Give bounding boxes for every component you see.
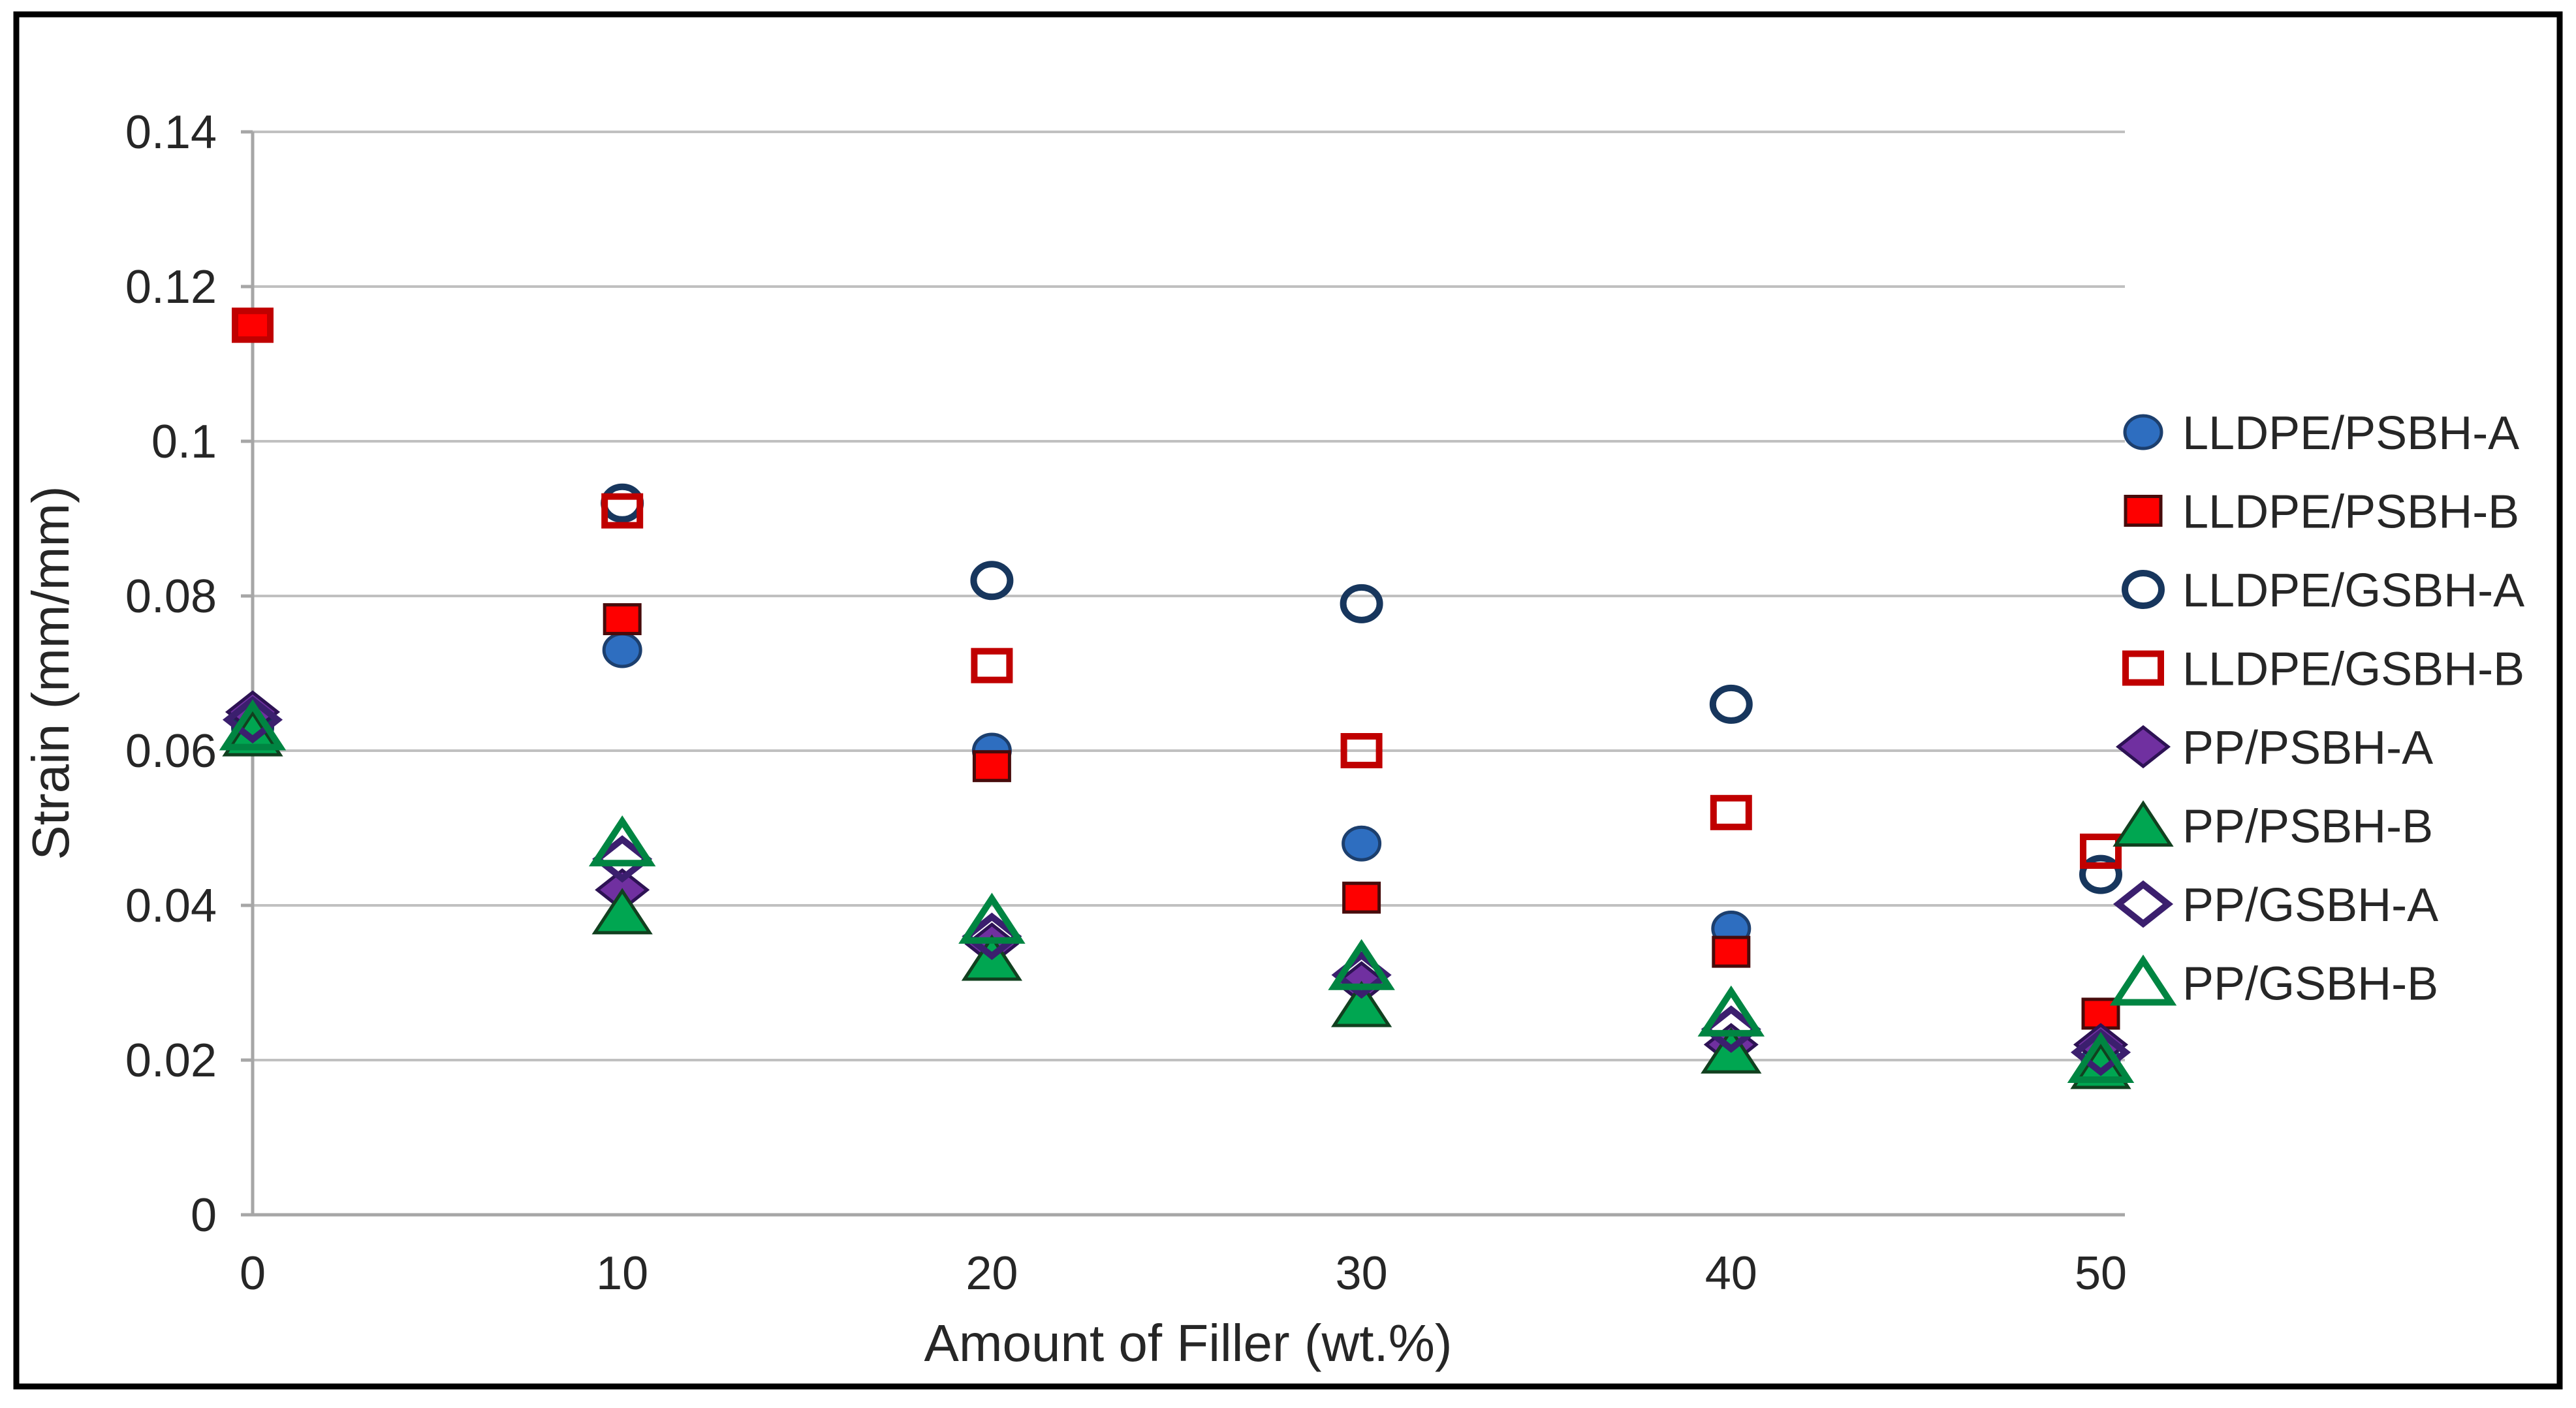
data-point xyxy=(1697,985,1765,1037)
data-point xyxy=(1710,794,1752,830)
circle-legend-icon xyxy=(2122,570,2165,609)
data-point xyxy=(1330,980,1392,1027)
data-point xyxy=(2080,834,2122,869)
legend-entry: LLDPE/GSBH-B xyxy=(2122,644,2524,696)
legend-label: LLDPE/GSBH-A xyxy=(2182,565,2524,617)
legend: LLDPE/PSBH-A LLDPE/PSBH-B LLDPE/GSBH-A LLDP… xyxy=(2109,407,2524,1010)
data-point xyxy=(591,888,653,935)
legend-label: LLDPE/PSBH-B xyxy=(2182,486,2519,539)
legend-entry: PP/PSBH-B xyxy=(2113,800,2433,853)
x-tick-label: 10 xyxy=(596,1247,648,1300)
data-point xyxy=(222,696,283,743)
data-point xyxy=(1328,939,1395,990)
square-legend-icon xyxy=(2124,495,2163,527)
legend-label: PP/GSBH-A xyxy=(2182,879,2438,931)
data-point xyxy=(970,561,1014,601)
data-point xyxy=(602,632,642,668)
data-point xyxy=(233,309,272,341)
x-tick-label: 40 xyxy=(1705,1247,1757,1300)
series-lldpe-gsbh-b xyxy=(232,307,2122,869)
data-points xyxy=(219,307,2135,1089)
data-point xyxy=(219,699,287,751)
triangle-legend-icon xyxy=(2113,800,2174,847)
legend-label: LLDPE/GSBH-B xyxy=(2182,644,2524,696)
series-lldpe-psbh-b xyxy=(233,309,2120,1030)
data-point xyxy=(603,603,642,636)
y-tick-label: 0 xyxy=(191,1189,217,1242)
data-point xyxy=(1342,881,1381,914)
data-point xyxy=(2070,1028,2131,1076)
data-point xyxy=(971,648,1013,683)
x-tick-label: 50 xyxy=(2075,1247,2127,1300)
data-point xyxy=(601,493,644,529)
legend-entry: PP/GSBH-B xyxy=(2109,954,2438,1010)
y-tick-label: 0.02 xyxy=(125,1035,217,1087)
data-point xyxy=(232,307,274,343)
legend-label: LLDPE/PSBH-A xyxy=(2182,407,2519,460)
data-point xyxy=(958,892,1026,944)
y-tick-label: 0.08 xyxy=(125,571,217,623)
x-tick-label: 20 xyxy=(966,1247,1018,1300)
legend-entry: LLDPE/GSBH-A xyxy=(2122,565,2524,617)
triangle-legend-icon xyxy=(2109,954,2177,1006)
y-tick-label: 0.06 xyxy=(125,725,217,777)
y-tick-label: 0.1 xyxy=(151,416,217,468)
legend-entry: PP/PSBH-A xyxy=(2115,722,2433,774)
x-axis-tick-labels: 0 10 20 30 40 50 xyxy=(240,1247,2127,1300)
legend-label: PP/PSBH-A xyxy=(2182,722,2433,774)
legend-entry: PP/GSBH-A xyxy=(2113,879,2438,931)
y-tick-label: 0.04 xyxy=(125,880,217,932)
legend-entry: LLDPE/PSBH-B xyxy=(2124,486,2519,539)
data-point xyxy=(1712,935,1751,968)
data-point xyxy=(1709,684,1753,724)
data-point xyxy=(1342,825,1382,862)
data-point xyxy=(2079,854,2122,894)
data-point xyxy=(588,815,656,867)
y-axis-tick-labels: 0.14 0.12 0.1 0.08 0.06 0.04 0.02 0 xyxy=(125,106,217,1242)
legend-label: PP/GSBH-B xyxy=(2182,958,2438,1010)
data-point xyxy=(2067,1031,2135,1083)
x-tick-label: 0 xyxy=(240,1247,266,1300)
legend-label: PP/PSBH-B xyxy=(2182,801,2433,853)
y-tick-label: 0.14 xyxy=(125,106,217,159)
x-tick-label: 30 xyxy=(1336,1247,1388,1300)
data-point xyxy=(972,750,1011,783)
series-pp-psbh-b xyxy=(222,710,2131,1089)
legend-entry: LLDPE/PSBH-A xyxy=(2123,407,2519,460)
y-tick-label: 0.12 xyxy=(125,261,217,313)
series-pp-gsbh-b xyxy=(219,699,2135,1083)
gridlines xyxy=(253,131,2125,1216)
figure-border xyxy=(13,11,2563,1390)
x-axis-title: Amount of Filler (wt.%) xyxy=(924,1314,1452,1372)
data-point xyxy=(1340,733,1383,768)
diamond-legend-icon xyxy=(2115,725,2171,769)
square-legend-icon xyxy=(2122,650,2164,686)
diamond-legend-icon xyxy=(2113,880,2174,928)
y-axis-title: Strain (mm/mm) xyxy=(22,486,80,860)
circle-legend-icon xyxy=(2123,414,2163,450)
data-point xyxy=(1340,584,1383,623)
